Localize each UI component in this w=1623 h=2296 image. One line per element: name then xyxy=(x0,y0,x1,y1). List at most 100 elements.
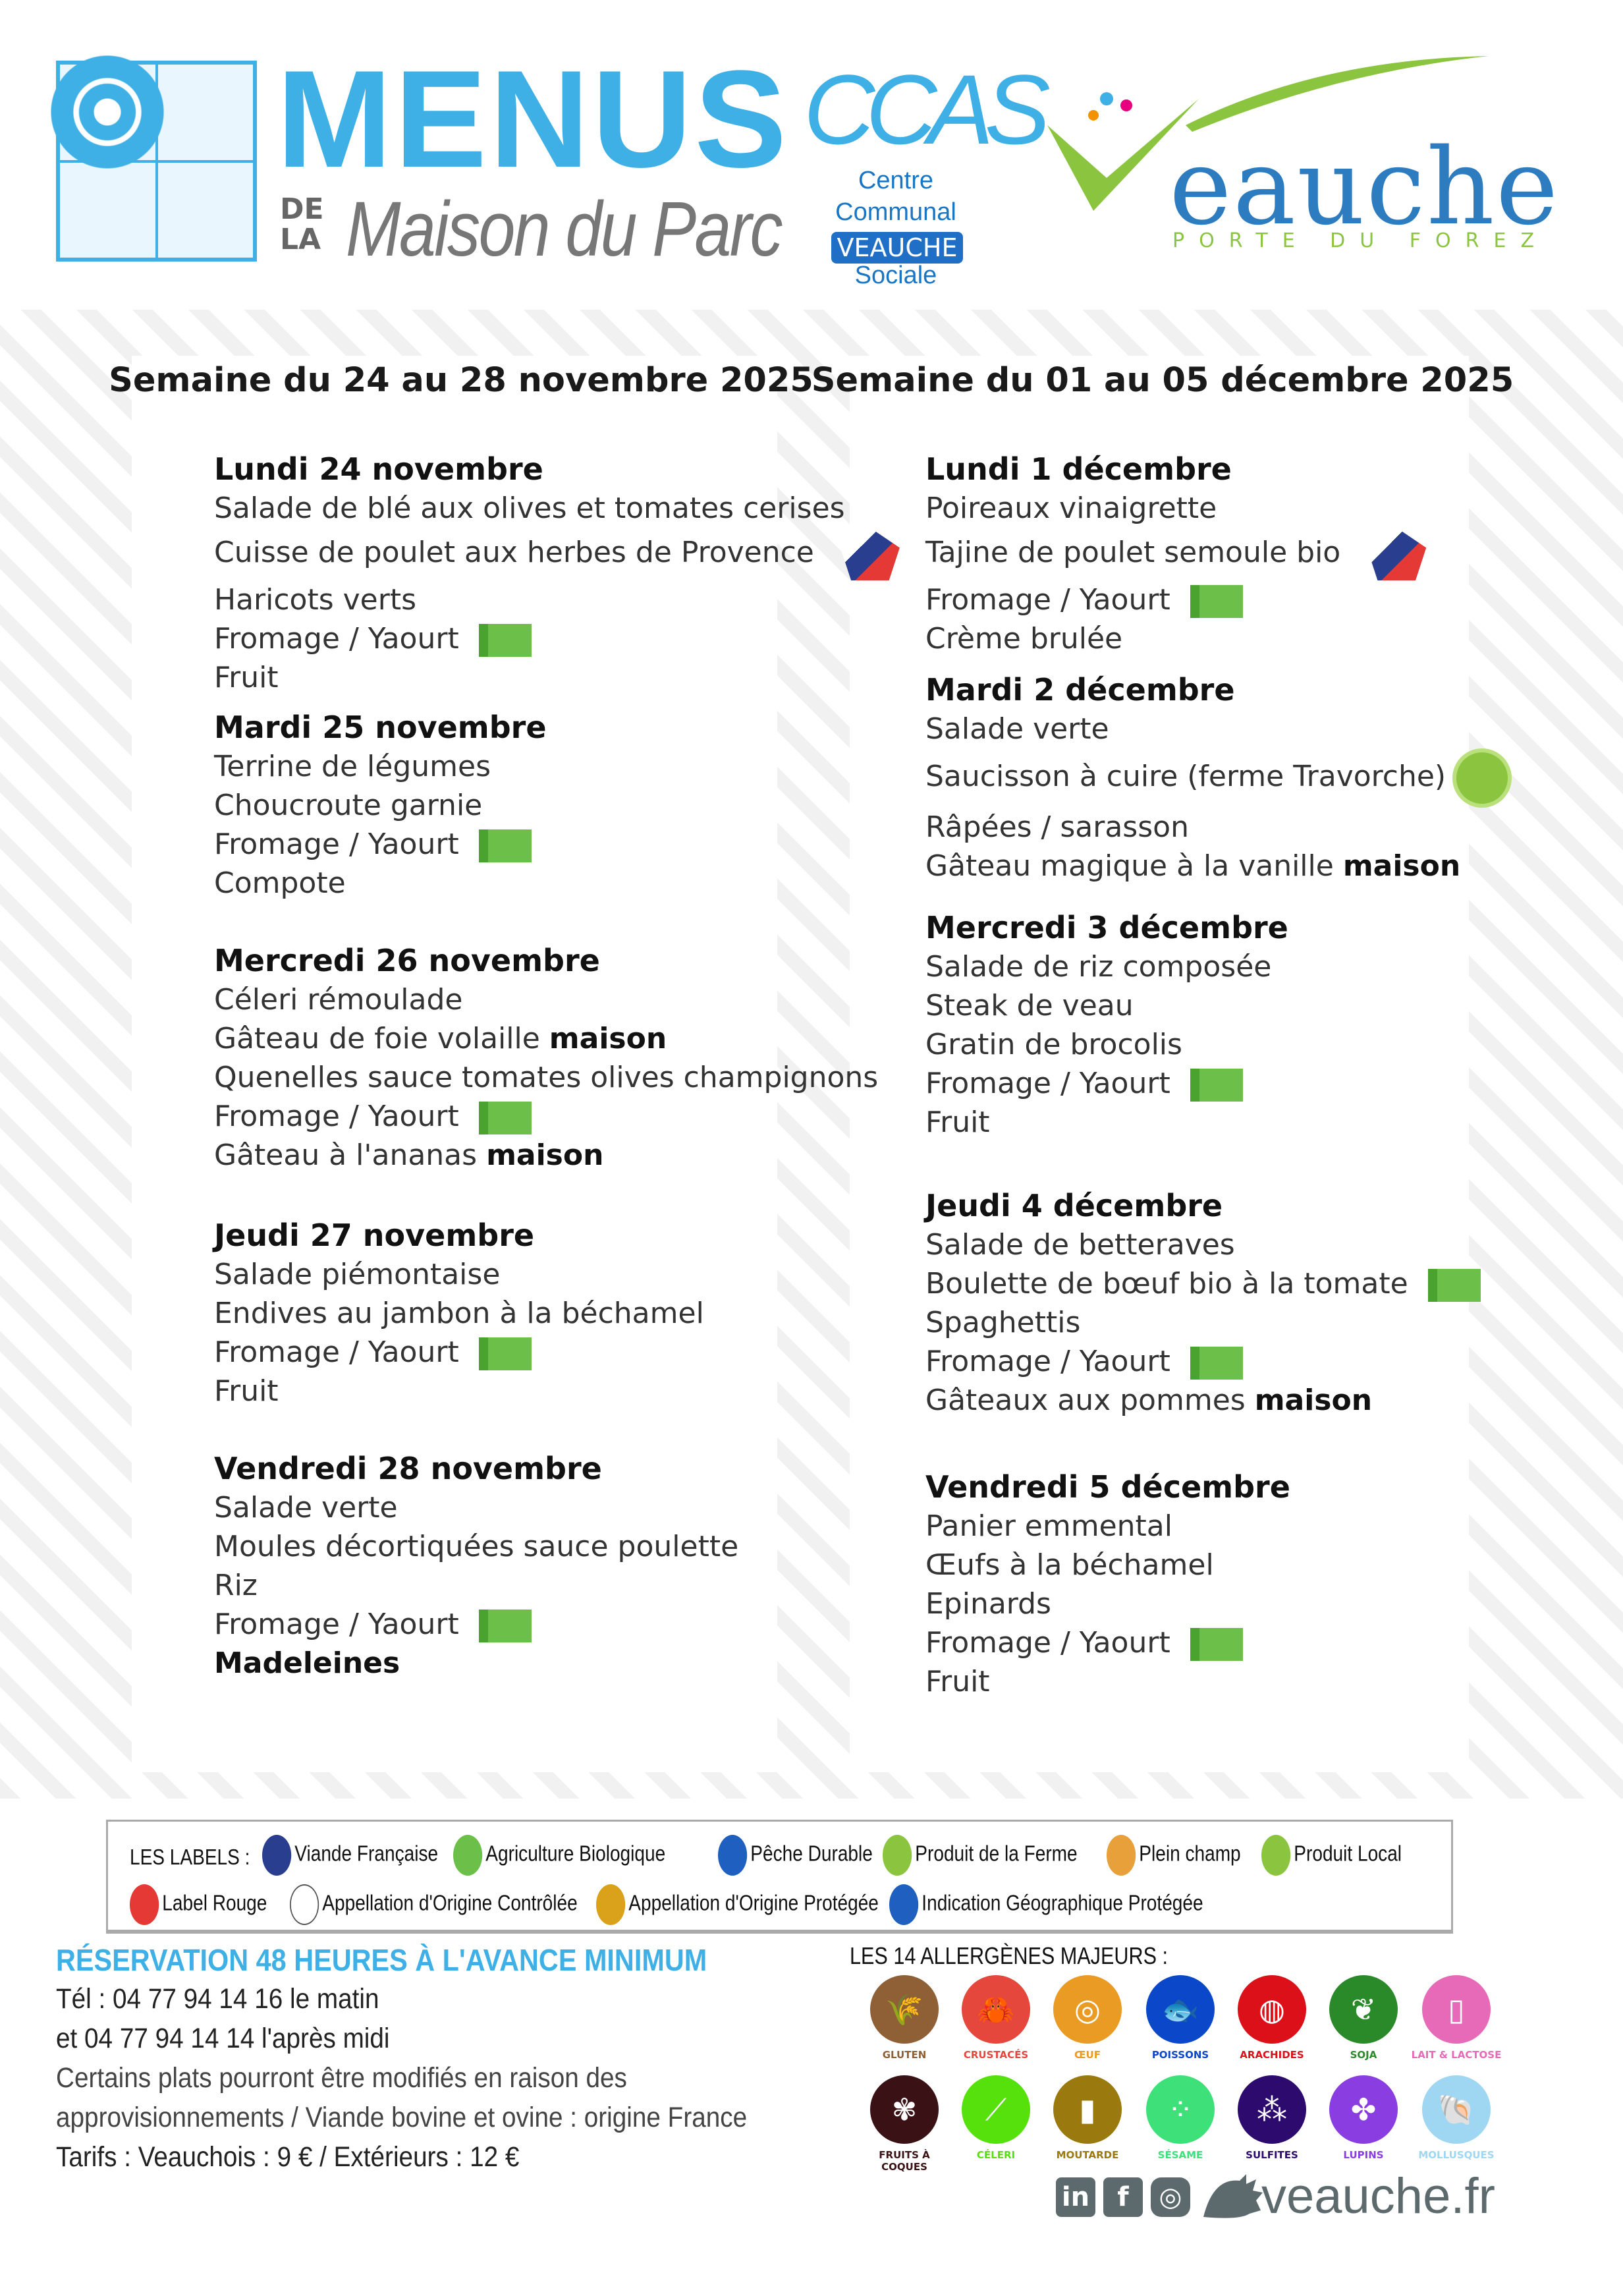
menu-item-text: Choucroute garnie xyxy=(214,789,483,822)
info-line: Tarifs : Veauchois : 9 € / Extérieurs : … xyxy=(56,2141,520,2173)
menu-item-text: Steak de veau xyxy=(925,989,1134,1022)
soy-icon: ❦ xyxy=(1329,1975,1398,2044)
day-menu: Vendredi 28 novembre Salade verte Moules d… xyxy=(214,1449,738,1683)
week-title: Semaine du 01 au 05 décembre 2025 xyxy=(811,361,1514,400)
allergen: ◍ ARACHIDES xyxy=(1226,1975,1318,2061)
bio-label-icon xyxy=(478,1610,532,1642)
day-title: Lundi 24 novembre xyxy=(214,451,543,487)
facebook-icon[interactable]: f xyxy=(1103,2177,1143,2217)
menu-item-text: Saucisson à cuire (ferme Travorche) xyxy=(925,760,1446,793)
menu-item: Moules décortiquées sauce poulette xyxy=(214,1527,738,1566)
day-menu: Lundi 24 novembre Salade de blé aux olive… xyxy=(214,449,900,697)
label-name: Agriculture Biologique xyxy=(485,1841,666,1866)
menu-item-text: Gâteaux aux pommes xyxy=(925,1384,1255,1417)
viande-francaise-label-icon xyxy=(840,528,900,580)
menu-item-text: Boulette de bœuf bio à la tomate xyxy=(925,1267,1408,1301)
menu-item-text: Salade verte xyxy=(214,1491,398,1525)
ccas-city: VEAUCHE xyxy=(831,232,963,264)
day-menu: Jeudi 27 novembre Salade piémontaise Endiv… xyxy=(214,1216,704,1411)
menu-item: Haricots verts xyxy=(214,580,900,619)
menu-item: Compote xyxy=(214,864,547,903)
egg-icon: ◎ xyxy=(1053,1975,1122,2044)
menu-item: Salade de blé aux olives et tomates ceri… xyxy=(214,489,900,528)
nut-icon: ✾ xyxy=(870,2075,939,2144)
day-title: Mercredi 26 novembre xyxy=(214,943,600,978)
menu-item-text: Fromage / Yaourt xyxy=(214,1100,459,1133)
label-0-icon xyxy=(262,1835,292,1876)
menu-item: Gâteau de foie volaille maison xyxy=(214,1019,878,1058)
allergen: 🌾 GLUTEN xyxy=(858,1975,950,2061)
menu-item-text: Fromage / Yaourt xyxy=(214,1608,459,1641)
allergen-name: CRUSTACÉS xyxy=(963,2049,1029,2061)
menu-item-bold: maison xyxy=(486,1138,604,1172)
menu-item: Poireaux vinaigrette xyxy=(925,489,1426,528)
website-link[interactable]: veauche.fr xyxy=(1261,2168,1495,2224)
menu-item-text: Terrine de légumes xyxy=(214,750,491,783)
menu-item-text: Riz xyxy=(214,1569,258,1602)
allergen-name: FRUITS À COQUES xyxy=(879,2149,930,2173)
bio-label-icon xyxy=(1190,1069,1243,1102)
allergen-name: CÉLERI xyxy=(976,2149,1016,2161)
bio-label-icon xyxy=(478,624,532,657)
day-title: Mardi 2 décembre xyxy=(925,672,1235,708)
label-3-icon xyxy=(883,1835,912,1876)
menu-item-text: Fromage / Yaourt xyxy=(214,622,459,656)
menu-item: Crème brulée xyxy=(925,619,1426,658)
label-2-icon xyxy=(718,1835,748,1876)
menu-item-text: Moules décortiquées sauce poulette xyxy=(214,1530,739,1563)
day-title: Mercredi 3 décembre xyxy=(925,910,1288,945)
linkedin-icon[interactable]: in xyxy=(1056,2177,1095,2217)
day-menu: Vendredi 5 décembre Panier emmental Œufs à… xyxy=(925,1467,1290,1701)
menu-item-text: Epinards xyxy=(925,1587,1051,1621)
allergen: ⁂ SULFITES xyxy=(1226,2075,1318,2161)
town-tagline: PORTE DU FOREZ xyxy=(1172,229,1549,252)
menu-item: Panier emmental xyxy=(925,1507,1290,1546)
label-9-icon xyxy=(889,1884,919,1925)
menu-item-text: Panier emmental xyxy=(925,1509,1172,1543)
labels-legend xyxy=(106,1820,1453,1934)
label-7-icon xyxy=(290,1884,319,1925)
allergen: ⁘ SÉSAME xyxy=(1134,2075,1226,2161)
info-line: approvisionnements / Viande bovine et ov… xyxy=(56,2102,748,2133)
day-title: Vendredi 5 décembre xyxy=(925,1469,1290,1505)
menu-item: Fruit xyxy=(214,658,900,697)
menu-item-text: Cuisse de poulet aux herbes de Provence xyxy=(214,536,814,569)
menu-item-text: Haricots verts xyxy=(214,583,417,617)
bio-label-icon xyxy=(1190,585,1243,618)
menu-item: Spaghettis xyxy=(925,1303,1481,1342)
fish-icon: 🐟 xyxy=(1146,1975,1215,2044)
menu-item-text: Râpées / sarasson xyxy=(925,810,1189,844)
menu-item-bold: maison xyxy=(1342,849,1461,883)
hedgehog-icon xyxy=(1203,2174,1263,2218)
label-item: Viande Française xyxy=(262,1835,438,1876)
day-title: Jeudi 27 novembre xyxy=(214,1218,535,1253)
label-item: Appellation d'Origine Protégée xyxy=(596,1884,879,1925)
week-panel-2 xyxy=(850,356,1469,1772)
menu-item: Fromage / Yaourt xyxy=(925,580,1426,619)
menu-item: Fromage / Yaourt xyxy=(925,1342,1481,1381)
label-name: Pêche Durable xyxy=(750,1841,873,1866)
label-name: Viande Française xyxy=(294,1841,439,1866)
menu-item: Salade piémontaise xyxy=(214,1255,704,1294)
produit-ferme-label-icon xyxy=(1452,748,1512,808)
menu-item-text: Crème brulée xyxy=(925,622,1123,656)
veauche-swoosh xyxy=(1186,56,1489,132)
grapes-icon: ⁂ xyxy=(1238,2075,1306,2144)
allergen: 🐟 POISSONS xyxy=(1134,1975,1226,2061)
menu-item: Fruit xyxy=(214,1372,704,1411)
instagram-icon[interactable]: ◎ xyxy=(1151,2177,1190,2217)
menu-item-text: Salade de riz composée xyxy=(925,950,1272,984)
menu-item-text: Tajine de poulet semoule bio xyxy=(925,536,1341,569)
day-title: Lundi 1 décembre xyxy=(925,451,1232,487)
menu-item: Cuisse de poulet aux herbes de Provence xyxy=(214,528,900,580)
label-item: Agriculture Biologique xyxy=(453,1835,665,1876)
menu-item: Gratin de brocolis xyxy=(925,1025,1288,1064)
town-name: eauche xyxy=(1169,125,1560,248)
label-name: Label Rouge xyxy=(162,1890,267,1915)
allergen-name: SÉSAME xyxy=(1157,2149,1203,2161)
menu-item: Fromage / Yaourt xyxy=(214,1605,738,1644)
allergen-name: GLUTEN xyxy=(882,2049,927,2061)
bio-label-icon xyxy=(478,1337,532,1370)
info-line: Tél : 04 77 94 14 16 le matin xyxy=(56,1983,379,2015)
bio-label-icon xyxy=(1190,1347,1243,1380)
